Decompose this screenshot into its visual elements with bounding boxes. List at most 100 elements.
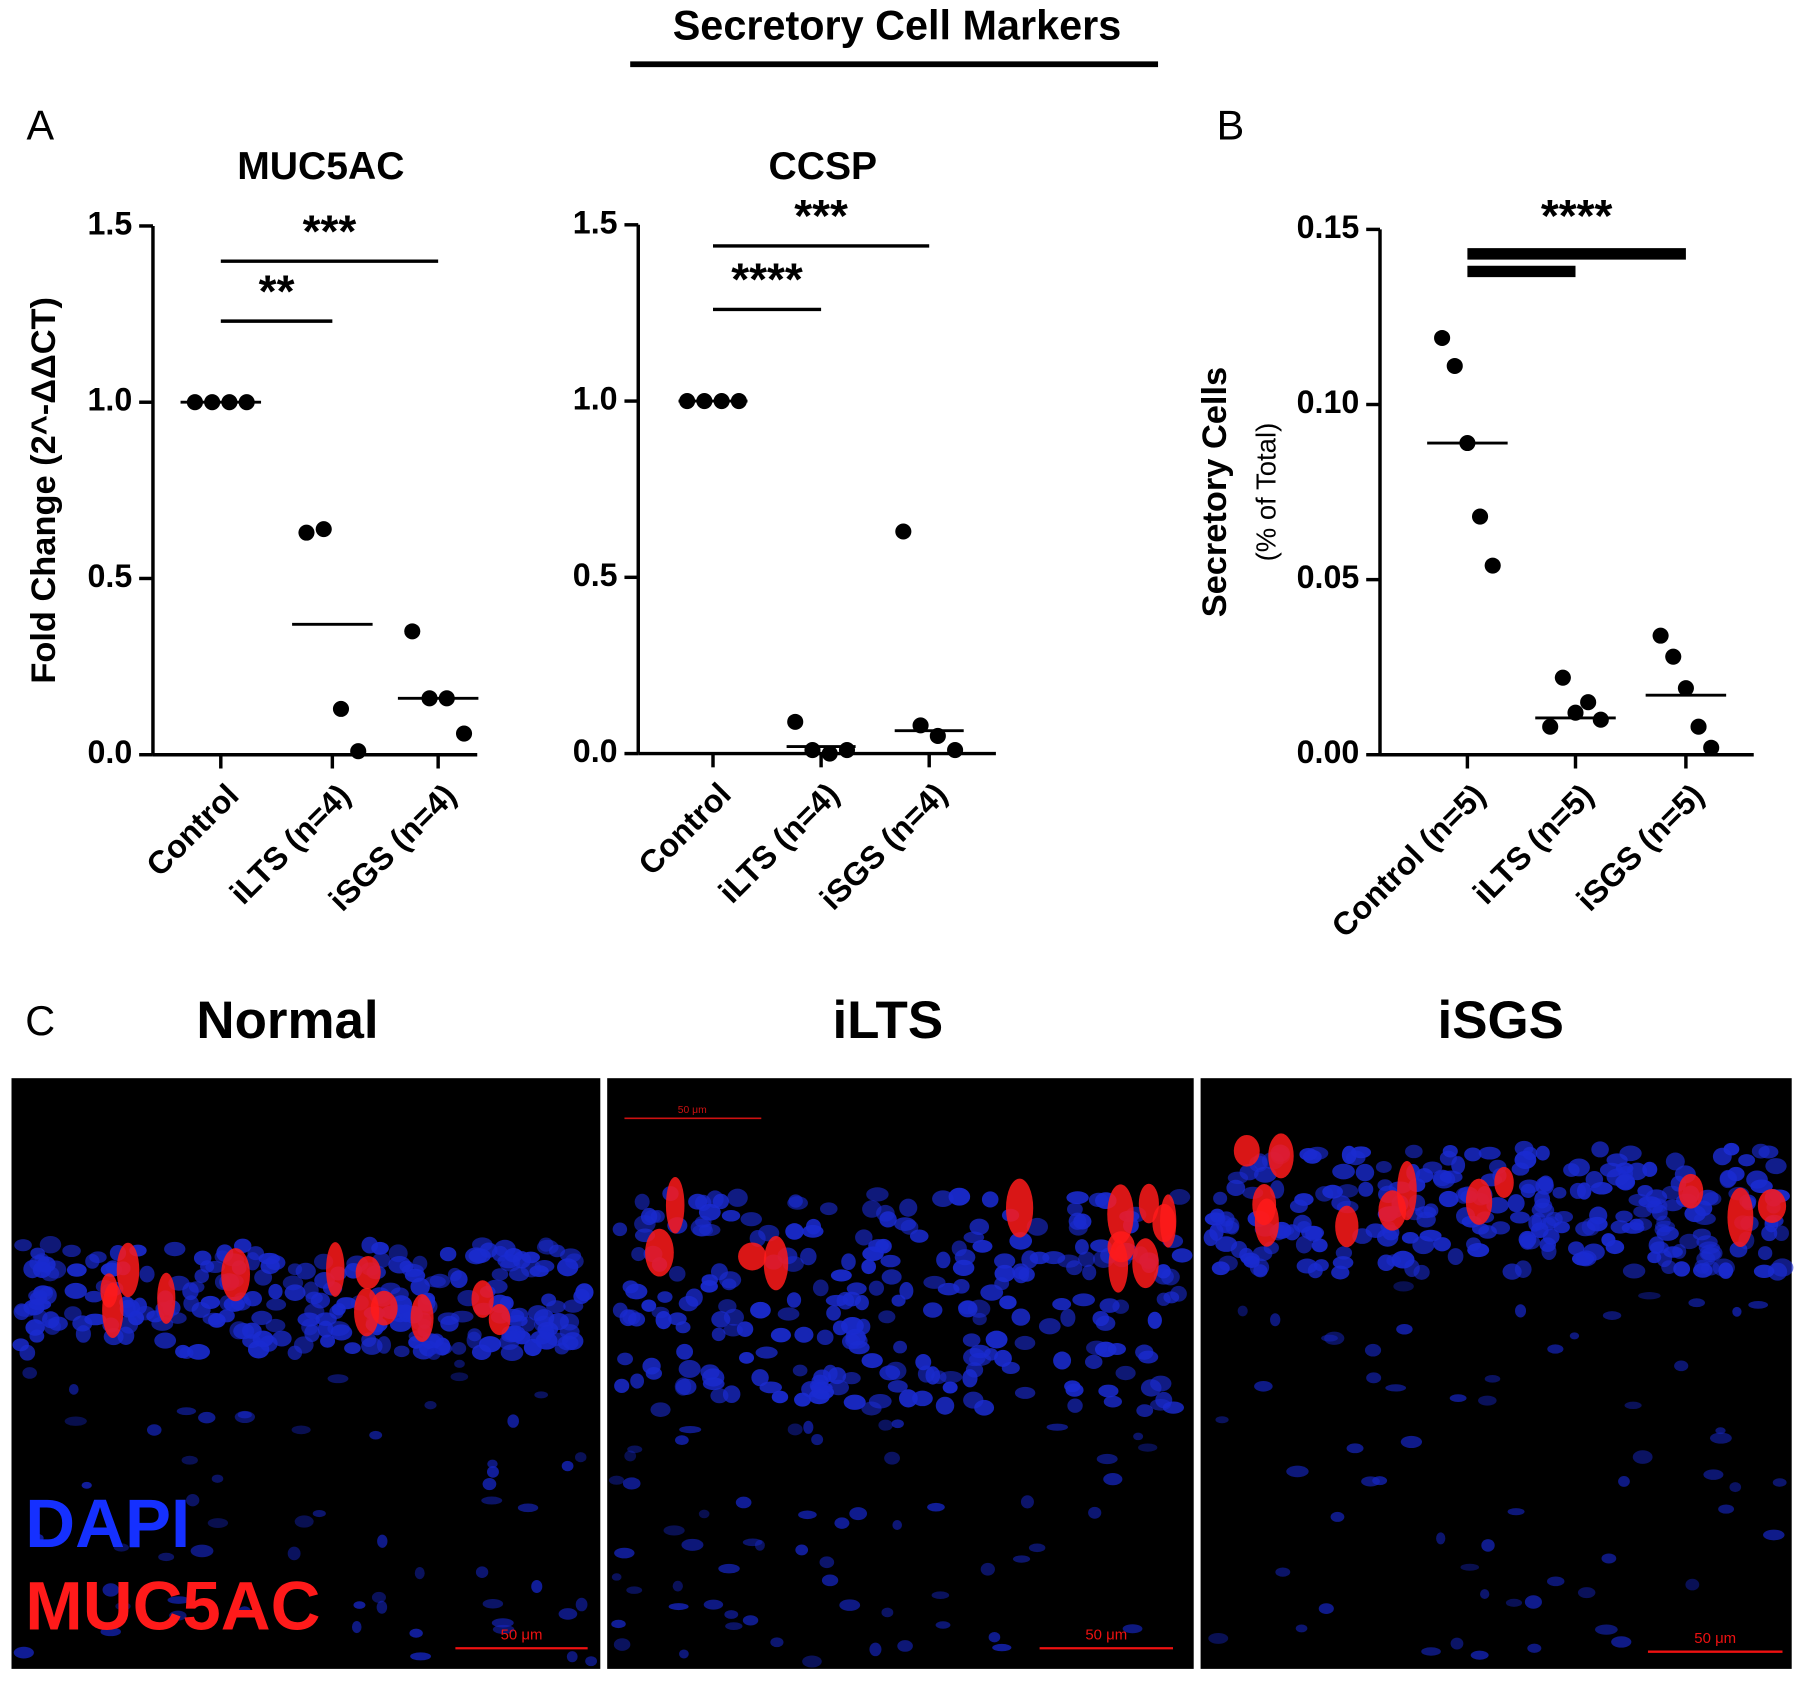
nucleus bbox=[630, 1373, 645, 1389]
secretory-cell bbox=[370, 1290, 398, 1326]
nucleus bbox=[1103, 1395, 1122, 1408]
nucleus bbox=[1521, 1234, 1541, 1250]
nucleus bbox=[825, 1294, 849, 1307]
nucleus bbox=[1393, 1281, 1414, 1292]
nucleus bbox=[492, 1624, 515, 1634]
nucleus bbox=[426, 1347, 441, 1360]
nucleus bbox=[1693, 1263, 1713, 1278]
nucleus bbox=[30, 1247, 46, 1260]
nucleus bbox=[471, 1344, 492, 1360]
data-point bbox=[804, 742, 821, 759]
nucleus bbox=[1773, 1225, 1789, 1242]
nucleus bbox=[1215, 1236, 1238, 1252]
data-point bbox=[298, 524, 315, 541]
y-tick-label: 1.5 bbox=[573, 204, 618, 240]
data-point bbox=[1665, 648, 1682, 665]
nucleus bbox=[1436, 1532, 1446, 1545]
nucleus bbox=[14, 1239, 32, 1252]
nucleus bbox=[1103, 1473, 1123, 1486]
significance-label: ** bbox=[259, 265, 295, 317]
nucleus bbox=[800, 1247, 817, 1266]
nucleus bbox=[1332, 1256, 1354, 1270]
secretory-cell bbox=[1252, 1184, 1277, 1226]
nucleus bbox=[1046, 1423, 1068, 1431]
nucleus bbox=[39, 1235, 62, 1254]
nucleus bbox=[1568, 1241, 1585, 1256]
data-point bbox=[1554, 669, 1571, 686]
data-point bbox=[315, 521, 332, 538]
nucleus bbox=[1014, 1335, 1036, 1351]
nucleus bbox=[811, 1434, 824, 1446]
nucleus bbox=[482, 1599, 504, 1609]
nucleus bbox=[351, 1621, 362, 1634]
nucleus bbox=[1330, 1511, 1345, 1522]
data-point bbox=[895, 523, 912, 540]
nucleus bbox=[1021, 1250, 1039, 1269]
x-tick-label: Control (n=5) bbox=[1324, 777, 1492, 944]
nucleus bbox=[1313, 1259, 1329, 1272]
nucleus bbox=[1147, 1311, 1162, 1329]
nucleus bbox=[1569, 1182, 1587, 1199]
nucleus bbox=[1723, 1142, 1740, 1156]
nucleus bbox=[501, 1330, 521, 1343]
nucleus bbox=[718, 1299, 737, 1314]
nucleus bbox=[194, 1269, 209, 1284]
nucleus bbox=[409, 1628, 423, 1638]
figure-title: Secretory Cell Markers bbox=[673, 3, 1122, 49]
nucleus bbox=[972, 1239, 993, 1253]
nucleus bbox=[1601, 1233, 1616, 1247]
nucleus bbox=[1662, 1199, 1683, 1212]
nucleus bbox=[1364, 1343, 1382, 1357]
nucleus bbox=[917, 1365, 935, 1383]
nucleus bbox=[1656, 1215, 1671, 1228]
nucleus bbox=[507, 1414, 519, 1428]
nucleus bbox=[1296, 1258, 1318, 1274]
nucleus bbox=[678, 1359, 701, 1378]
secretory-cell bbox=[665, 1177, 685, 1234]
secretory-cell bbox=[1233, 1134, 1260, 1167]
nucleus bbox=[614, 1378, 630, 1393]
nucleus bbox=[725, 1622, 743, 1630]
nucleus bbox=[963, 1391, 984, 1409]
nucleus bbox=[371, 1241, 389, 1255]
nucleus bbox=[625, 1283, 648, 1300]
nucleus bbox=[1438, 1190, 1459, 1208]
nucleus bbox=[1270, 1313, 1281, 1327]
nucleus bbox=[1020, 1495, 1034, 1509]
nucleus bbox=[1515, 1304, 1527, 1318]
data-point bbox=[350, 743, 367, 760]
nucleus bbox=[1254, 1380, 1273, 1392]
nucleus bbox=[1507, 1194, 1525, 1213]
data-point bbox=[1652, 627, 1669, 644]
figure-content: Secretory Cell Markers A MUC5AC Fold Chang… bbox=[11, 3, 1794, 1669]
nucleus bbox=[575, 1597, 588, 1612]
nucleus bbox=[181, 1455, 198, 1465]
nucleus bbox=[169, 1610, 187, 1621]
nucleus bbox=[631, 1247, 646, 1262]
nucleus bbox=[64, 1416, 87, 1426]
nucleus bbox=[293, 1336, 314, 1354]
secretory-cell bbox=[1757, 1188, 1787, 1223]
nucleus bbox=[816, 1329, 834, 1346]
nucleus bbox=[1155, 1391, 1173, 1409]
nucleus bbox=[1649, 1241, 1669, 1254]
nucleus bbox=[1765, 1158, 1787, 1175]
nucleus bbox=[1068, 1219, 1088, 1236]
nucleus bbox=[1332, 1163, 1355, 1180]
nucleus bbox=[1400, 1435, 1423, 1449]
nucleus bbox=[740, 1212, 762, 1227]
nucleus bbox=[1647, 1251, 1662, 1264]
nucleus bbox=[259, 1335, 278, 1352]
x-tick-label: Control bbox=[139, 777, 245, 883]
nucleus bbox=[969, 1218, 990, 1236]
nucleus bbox=[158, 1552, 175, 1562]
secretory-cell bbox=[1138, 1183, 1159, 1224]
nucleus bbox=[830, 1269, 852, 1282]
nucleus bbox=[190, 1544, 214, 1558]
nucleus bbox=[1569, 1332, 1580, 1340]
nucleus bbox=[1208, 1632, 1229, 1644]
nucleus bbox=[841, 1253, 856, 1270]
nucleus bbox=[1645, 1189, 1668, 1205]
nucleus bbox=[258, 1252, 280, 1265]
nucleus bbox=[1642, 1161, 1658, 1177]
